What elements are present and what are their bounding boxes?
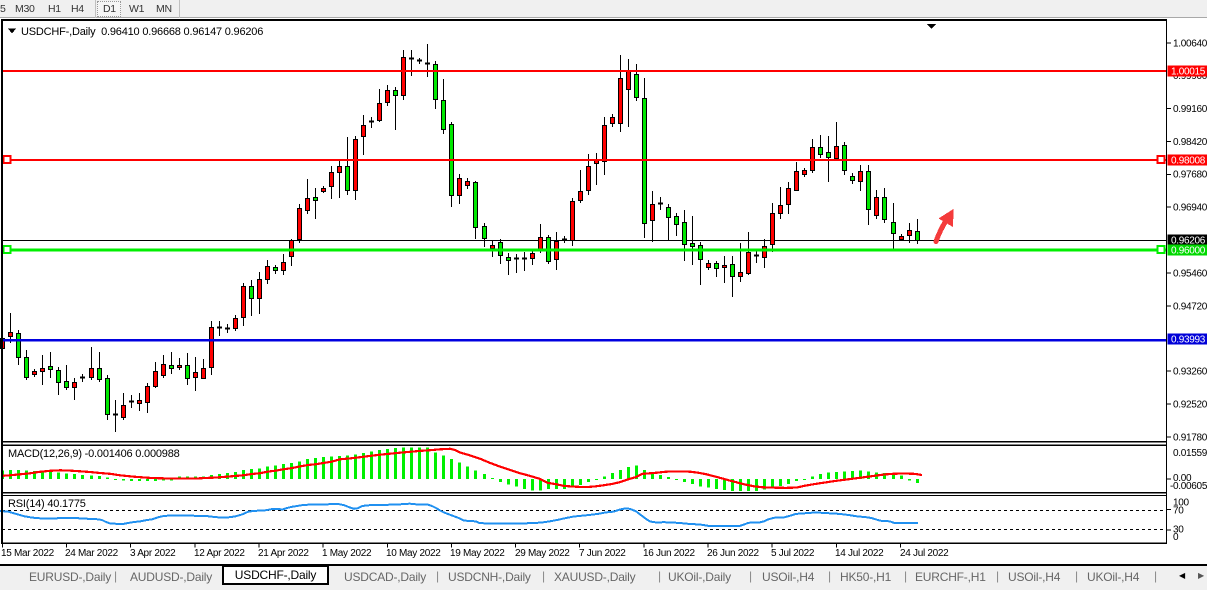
svg-text:0.00: 0.00	[1173, 473, 1192, 484]
svg-text:12 Apr 2022: 12 Apr 2022	[194, 548, 245, 559]
svg-text:0.93260: 0.93260	[1173, 367, 1207, 378]
svg-text:0.98008: 0.98008	[1171, 155, 1206, 166]
svg-text:0.96000: 0.96000	[1171, 245, 1206, 256]
svg-text:1.00640: 1.00640	[1173, 38, 1207, 49]
svg-text:0.97680: 0.97680	[1173, 170, 1207, 181]
svg-text:-0.00605: -0.00605	[1170, 481, 1207, 492]
svg-text:MACD(12,26,9) -0.001406 0.0009: MACD(12,26,9) -0.001406 0.000988	[8, 448, 180, 460]
svg-text:24 Mar 2022: 24 Mar 2022	[65, 548, 119, 559]
svg-text:19 May 2022: 19 May 2022	[450, 548, 505, 559]
svg-text:100: 100	[1173, 498, 1190, 509]
svg-text:30: 30	[1173, 525, 1184, 536]
svg-text:0.96206: 0.96206	[1171, 236, 1206, 247]
svg-text:0.96940: 0.96940	[1173, 203, 1207, 214]
svg-text:USDCHF-,Daily 0.96410 0.96668: USDCHF-,Daily 0.96410 0.96668 0.96147 0.…	[21, 26, 263, 38]
svg-text:14 Jul 2022: 14 Jul 2022	[835, 548, 884, 559]
svg-text:21 Apr 2022: 21 Apr 2022	[258, 548, 309, 559]
svg-text:16 Jun 2022: 16 Jun 2022	[643, 548, 695, 559]
svg-text:29 May 2022: 29 May 2022	[515, 548, 570, 559]
svg-text:7 Jun 2022: 7 Jun 2022	[579, 548, 626, 559]
svg-text:26 Jun 2022: 26 Jun 2022	[707, 548, 759, 559]
svg-text:0.99160: 0.99160	[1173, 104, 1207, 115]
svg-text:0.94720: 0.94720	[1173, 302, 1207, 313]
svg-text:RSI(14) 40.1775: RSI(14) 40.1775	[8, 498, 86, 510]
svg-text:0: 0	[1173, 532, 1179, 543]
svg-text:70: 70	[1173, 505, 1184, 516]
svg-text:10 May 2022: 10 May 2022	[386, 548, 441, 559]
svg-text:24 Jul 2022: 24 Jul 2022	[900, 548, 949, 559]
svg-text:5 Jul 2022: 5 Jul 2022	[771, 548, 815, 559]
svg-text:3 Apr 2022: 3 Apr 2022	[130, 548, 176, 559]
svg-text:1 May 2022: 1 May 2022	[322, 548, 372, 559]
svg-text:1.00015: 1.00015	[1171, 66, 1206, 77]
svg-text:0.98420: 0.98420	[1173, 137, 1207, 148]
svg-text:0.95460: 0.95460	[1173, 269, 1207, 280]
svg-text:0.91780: 0.91780	[1173, 432, 1207, 443]
svg-text:15 Mar 2022: 15 Mar 2022	[1, 548, 55, 559]
svg-text:0.92520: 0.92520	[1173, 399, 1207, 410]
svg-text:0.015596: 0.015596	[1173, 448, 1207, 459]
svg-text:0.93993: 0.93993	[1171, 334, 1206, 345]
svg-text:0.99900: 0.99900	[1173, 71, 1207, 82]
